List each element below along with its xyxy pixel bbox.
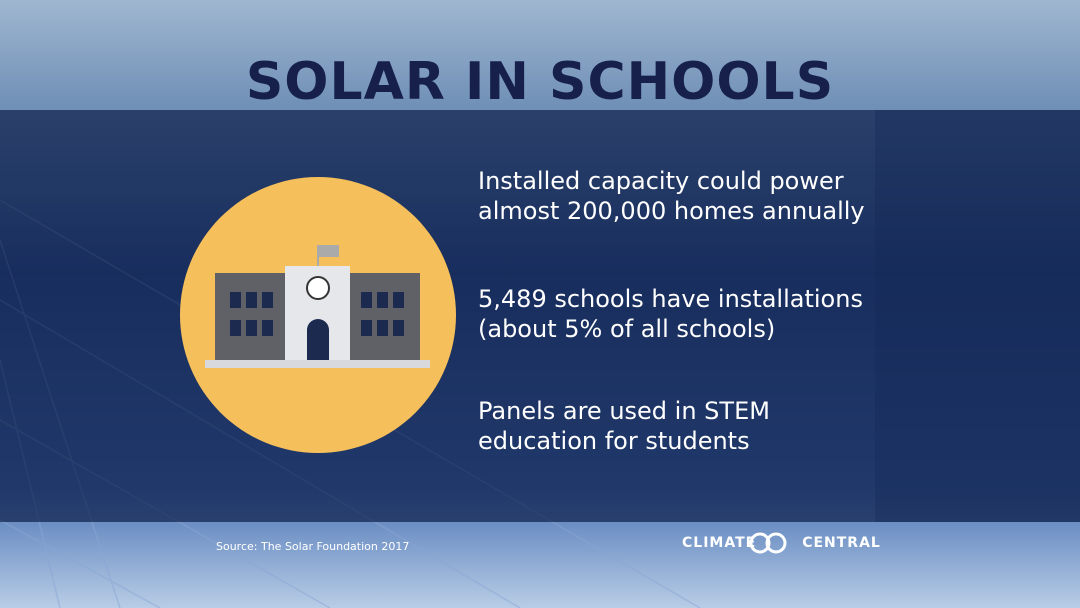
logo-text: CENTRAL (802, 535, 881, 551)
fact-line: 5,489 schools have installations (478, 285, 863, 313)
fact: Panels are used in STEM education for stu… (478, 396, 770, 456)
band (0, 110, 1080, 522)
band-right (875, 110, 1080, 522)
logo: CLIMATE CENTRAL (682, 535, 881, 551)
fact-line: almost 200,000 homes annually (478, 197, 865, 225)
logo-text: CLIMATE (682, 535, 757, 551)
source: Source: The Solar Foundation 2017 (216, 540, 410, 553)
fact-line: Panels are used in STEM (478, 397, 770, 425)
fact-line: education for students (478, 427, 750, 455)
fact-line: Installed capacity could power (478, 167, 844, 195)
fact-line: (about 5% of all schools) (478, 315, 776, 343)
fact: Installed capacity could power almost 200… (478, 166, 865, 226)
fact: 5,489 schools have installations (about 5… (478, 284, 863, 344)
title: SOLAR IN SCHOOLS (245, 52, 835, 112)
